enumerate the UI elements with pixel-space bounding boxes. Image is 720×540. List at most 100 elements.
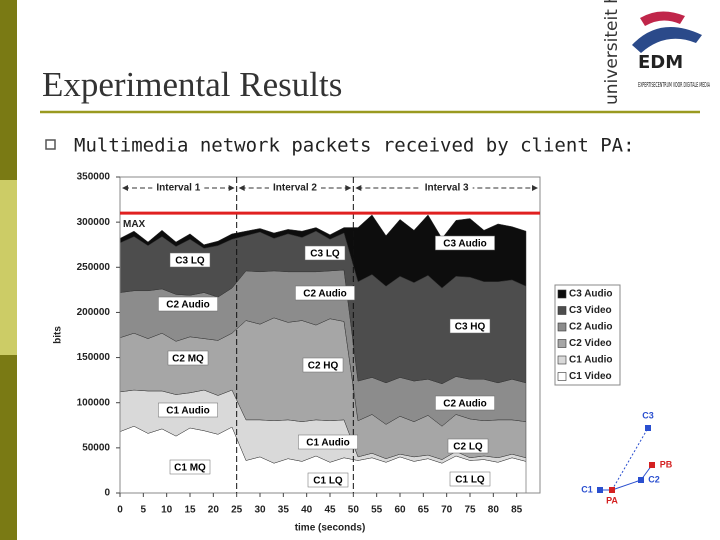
x-tick-label: 75: [464, 505, 476, 516]
annotation-box: [295, 285, 355, 301]
x-tick-label: 80: [488, 505, 500, 516]
logo-subtitle: EXPERTISECENTRUM VOOR DIGITALE MEDIA: [638, 81, 710, 89]
annotation: C1 Audio: [306, 438, 350, 449]
legend-swatch: [557, 289, 567, 299]
annotation-box: [447, 438, 489, 454]
annotation-box: [449, 318, 491, 334]
legend-label: C3 Audio: [569, 289, 613, 300]
annotation: C1 MQ: [174, 463, 206, 474]
annotation-box: [298, 434, 358, 450]
x-tick-label: 0: [117, 505, 123, 516]
y-tick-label: 200000: [77, 307, 111, 318]
legend-label: C2 Audio: [569, 322, 613, 333]
y-axis-label: bits: [53, 326, 64, 344]
legend-swatch: [557, 372, 567, 381]
legend-swatch: [557, 306, 567, 315]
sidebar-band: [0, 180, 17, 355]
annotation: C1 Audio: [166, 406, 210, 417]
node-label: C1: [581, 484, 593, 494]
node-label: PB: [660, 459, 673, 469]
x-tick-label: 25: [231, 505, 243, 516]
y-tick-label: 350000: [77, 172, 111, 183]
x-tick-label: 40: [301, 505, 313, 516]
node: [609, 487, 615, 493]
legend-label: C1 Audio: [569, 355, 613, 366]
x-tick-label: 10: [161, 505, 173, 516]
logo-name: EDM: [638, 52, 683, 73]
annotation-box: [435, 235, 495, 251]
annotation: C2 LQ: [453, 442, 483, 453]
annotation-box: [307, 472, 349, 488]
y-tick-label: 50000: [82, 442, 110, 453]
interval-label-bg: [420, 181, 473, 195]
y-tick-label: 0: [104, 488, 110, 499]
annotation-box: [302, 357, 344, 373]
slide-title: Experimental Results: [42, 65, 342, 104]
annotation: C3 Audio: [443, 239, 487, 250]
bullet-text: Multimedia network packets received by c…: [74, 135, 635, 157]
annotation-box: [304, 245, 346, 261]
x-axis-label: time (seconds): [295, 523, 366, 534]
logo-mark: [632, 27, 702, 53]
chart: 0 50000 100000 150000 200000 250000 300000 3500…: [77, 172, 621, 516]
x-tick-label: 5: [141, 505, 147, 516]
node: [649, 462, 655, 468]
node: [638, 477, 644, 483]
x-tick-label: 65: [418, 505, 430, 516]
y-tick-label: 150000: [77, 352, 111, 363]
interval-label: Interval 1: [156, 183, 200, 194]
x-tick-label: 85: [511, 505, 523, 516]
interval-label-bg: [269, 181, 321, 195]
annotation-box: [169, 252, 211, 268]
max-label: MAX: [123, 219, 146, 230]
x-tick-label: 45: [324, 505, 336, 516]
logo: universiteit hasselt EDM EXPERTISECENTRU…: [602, 0, 710, 105]
x-tick-label: 70: [441, 505, 453, 516]
legend-label: C2 Video: [569, 338, 612, 349]
annotation: C3 LQ: [175, 256, 205, 267]
node: [645, 425, 651, 431]
x-tick-label: 20: [208, 505, 220, 516]
annotation-box: [169, 459, 211, 475]
legend-label: C1 Video: [569, 371, 612, 382]
annotation: C2 HQ: [308, 361, 339, 372]
annotation: C2 Audio: [443, 399, 487, 410]
logo-university: universiteit hasselt: [602, 0, 622, 105]
legend-label: C3 Video: [569, 305, 612, 316]
annotation: C2 Audio: [303, 289, 347, 300]
annotation-box: [449, 471, 491, 487]
annotation: C3 LQ: [310, 249, 340, 260]
legend-box: [554, 284, 621, 386]
y-tick-label: 300000: [77, 217, 111, 228]
interval-label-bg: [152, 181, 205, 195]
x-tick-label: 55: [371, 505, 383, 516]
legend-swatch: [557, 355, 567, 365]
annotation-box: [167, 350, 209, 366]
annotation: C3 HQ: [455, 322, 486, 333]
interval-label: Interval 3: [425, 183, 469, 194]
x-tick-label: 30: [254, 505, 266, 516]
annotation: C2 MQ: [172, 354, 204, 365]
annotation-box: [158, 402, 218, 418]
area: [119, 214, 527, 289]
bullet-icon: [45, 139, 56, 150]
node: [597, 487, 603, 493]
node-label: C3: [642, 410, 654, 420]
annotation-box: [435, 395, 495, 411]
annotation: C2 Audio: [166, 300, 210, 311]
x-tick-label: 15: [184, 505, 196, 516]
annotation: C1 LQ: [313, 476, 343, 487]
network-diagram: [600, 427, 653, 491]
x-tick-label: 35: [278, 505, 290, 516]
logo-mark: [640, 11, 685, 26]
node-label: C2: [648, 474, 660, 484]
legend-swatch: [557, 322, 567, 332]
y-tick-label: 100000: [77, 397, 111, 408]
annotation-box: [158, 296, 218, 312]
legend-swatch: [557, 339, 567, 348]
y-tick-label: 250000: [77, 262, 111, 273]
x-tick-label: 60: [394, 505, 406, 516]
link: [611, 479, 642, 491]
